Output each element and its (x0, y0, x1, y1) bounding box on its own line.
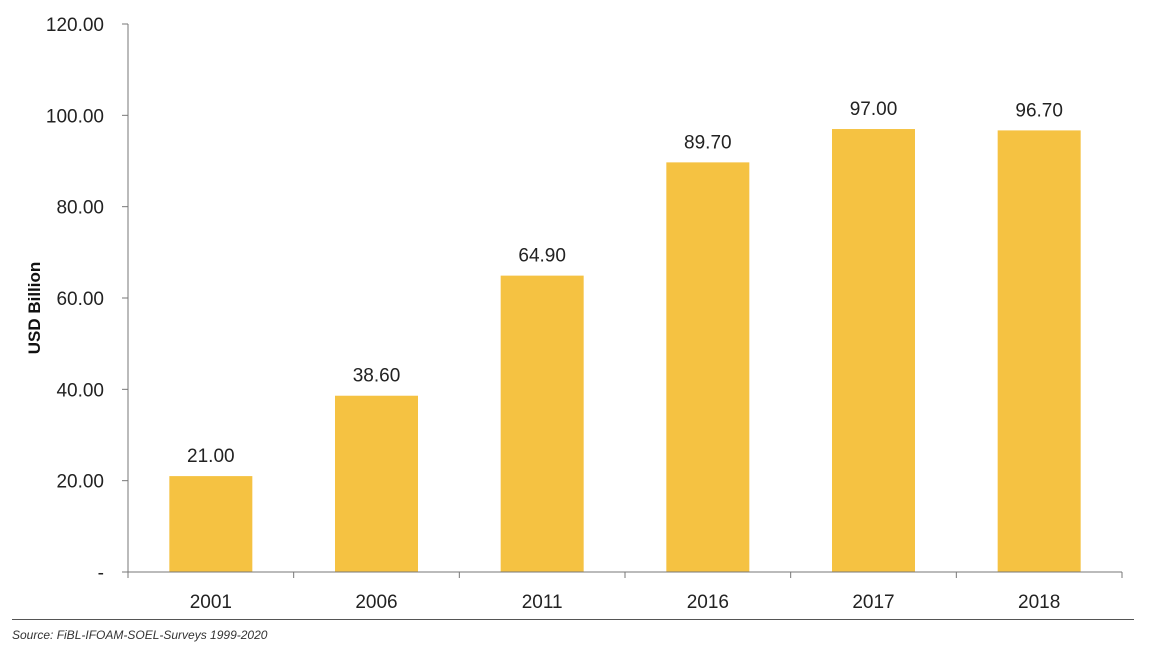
x-axis-ticks: 2001 2006 2011 2016 2017 2018 (127, 572, 1123, 613)
x-tick-label-2006: 2006 (355, 592, 397, 613)
data-label-2016: 89.70 (684, 132, 732, 153)
bar-2016 (666, 162, 750, 572)
y-tick-label: 60.00 (56, 289, 104, 310)
bar-2011 (500, 275, 584, 572)
data-label-2001: 21.00 (187, 446, 235, 467)
y-tick-label: 120.00 (46, 15, 104, 36)
data-label-2006: 38.60 (353, 366, 401, 387)
y-axis-ticks: - 20.00 40.00 60.00 80.00 100.00 120.00 (46, 15, 128, 584)
source-note: Source: FiBL-IFOAM-SOEL-Surveys 1999-202… (12, 628, 268, 642)
y-axis-label: USD Billion (25, 262, 44, 355)
source-divider (12, 619, 1134, 620)
y-tick-label: - (98, 563, 104, 584)
x-tick-label-2011: 2011 (522, 592, 563, 613)
bar-2001 (169, 476, 253, 572)
y-tick-label: 100.00 (46, 106, 104, 127)
bar-2006 (335, 395, 418, 572)
data-label-2018: 96.70 (1015, 100, 1063, 121)
bar-2017 (832, 129, 915, 573)
data-label-2017: 97.00 (850, 99, 898, 120)
x-tick-label-2018: 2018 (1018, 592, 1060, 613)
x-tick-label-2001: 2001 (190, 592, 232, 613)
y-tick-label: 80.00 (56, 198, 104, 219)
y-tick-label: 20.00 (56, 472, 104, 493)
x-tick-label-2017: 2017 (852, 592, 894, 613)
data-label-2011: 64.90 (518, 246, 566, 267)
bar-2018 (997, 130, 1081, 573)
bars (169, 129, 1081, 573)
bar-chart: - 20.00 40.00 60.00 80.00 100.00 120.00 21.00 3… (25, 15, 1123, 613)
y-tick-label: 40.00 (56, 380, 104, 401)
x-tick-label-2016: 2016 (687, 592, 729, 613)
data-labels: 21.00 38.60 64.90 89.70 97.00 96.70 (187, 99, 1063, 467)
